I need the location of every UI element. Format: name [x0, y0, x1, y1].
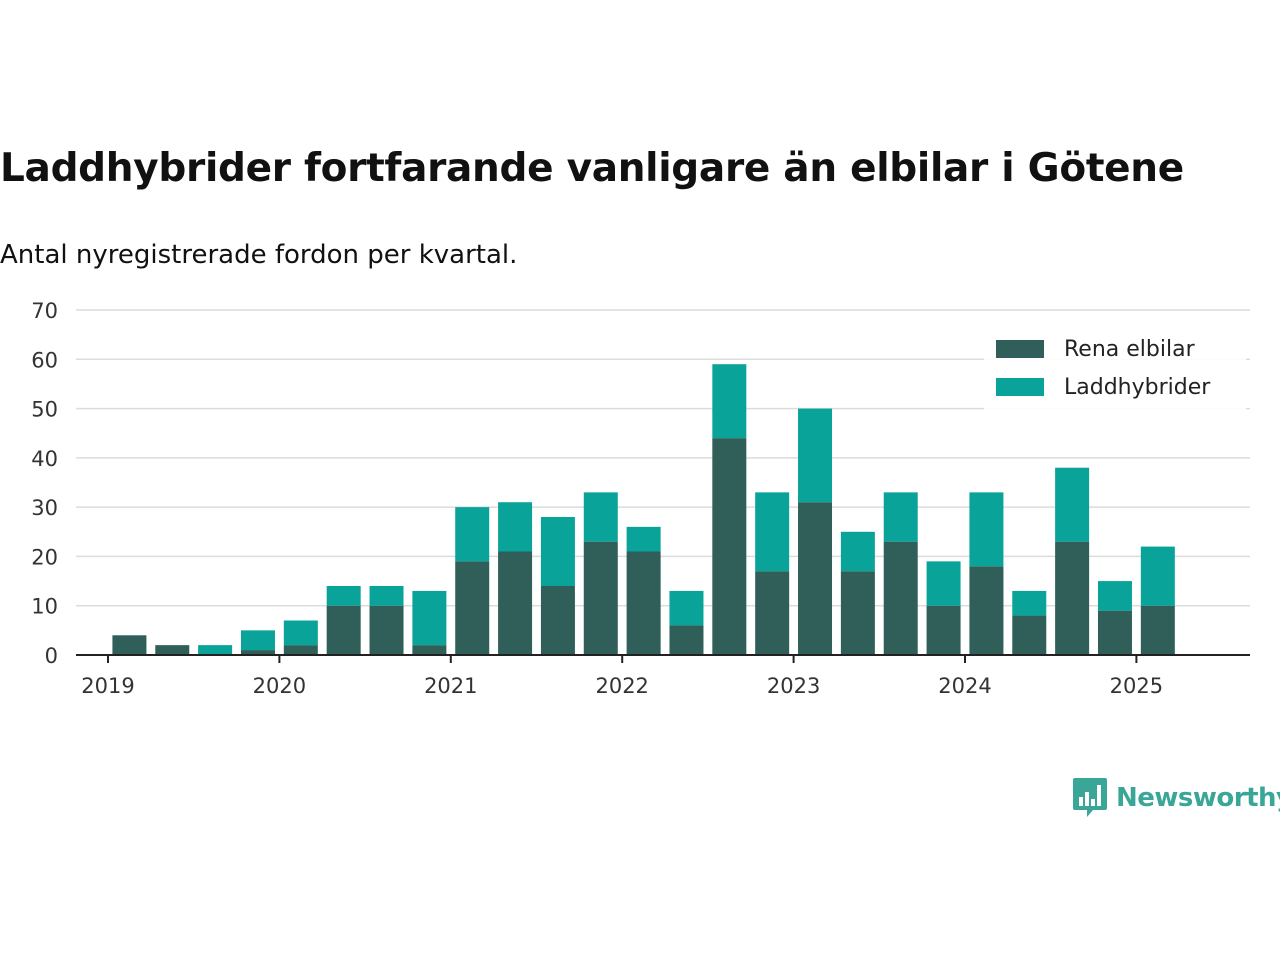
bar-laddhybrider [412, 590, 447, 646]
bar-laddhybrider [540, 517, 575, 586]
bar-rena-elbilar [926, 605, 961, 655]
bar-laddhybrider [583, 492, 618, 542]
bar-rena-elbilar [455, 561, 490, 655]
bar-rena-elbilar [712, 438, 747, 655]
bar-laddhybrider [755, 492, 790, 572]
bar-laddhybrider [712, 364, 747, 439]
bar-laddhybrider [455, 507, 490, 562]
bar-laddhybrider [1055, 467, 1090, 542]
bar-laddhybrider [1012, 590, 1047, 616]
x-tick-label: 2023 [767, 674, 820, 698]
bar-rena-elbilar [626, 551, 661, 655]
bar-rena-elbilar [669, 625, 704, 655]
x-tick-label: 2021 [424, 674, 477, 698]
stacked-bar-chart: 0 10 20 30 40 50 60 70 2019 2020 2021 2022 2023 2024… [31, 299, 1250, 698]
y-tick-label: 0 [45, 644, 58, 668]
bar-laddhybrider [669, 590, 704, 626]
newsworthy-brand: Newsworthy [1072, 776, 1280, 820]
x-tick-label: 2024 [938, 674, 991, 698]
x-tick-label: 2019 [81, 674, 134, 698]
bars [112, 364, 1175, 655]
bar-rena-elbilar [1055, 541, 1090, 655]
bar-rena-elbilar [326, 605, 361, 655]
bar-laddhybrider [240, 630, 275, 651]
bar-laddhybrider [926, 561, 961, 606]
bar-chart-speech-bubble-icon [1073, 778, 1107, 817]
bar-rena-elbilar [755, 571, 790, 655]
legend-swatch [996, 340, 1044, 358]
bar-laddhybrider [798, 408, 833, 503]
legend-label: Rena elbilar [1064, 337, 1196, 362]
x-tick-label: 2020 [253, 674, 306, 698]
chart-title: Laddhybrider fortfarande vanligare än el… [0, 146, 1184, 191]
bar-rena-elbilar [498, 551, 533, 655]
bar-laddhybrider [883, 492, 918, 542]
y-tick-label: 50 [31, 398, 58, 422]
bar-laddhybrider [969, 492, 1004, 567]
bar-rena-elbilar [240, 650, 275, 655]
y-tick-label: 40 [31, 447, 58, 471]
bar-laddhybrider [840, 531, 875, 572]
gridlines [76, 309, 1250, 607]
bar-rena-elbilar [369, 605, 404, 655]
bar-rena-elbilar [540, 586, 575, 655]
bar-laddhybrider [626, 526, 661, 552]
bar-rena-elbilar [1097, 610, 1132, 655]
y-tick-label: 10 [31, 595, 58, 619]
y-tick-label: 70 [31, 299, 58, 323]
brand-name: Newsworthy [1116, 783, 1280, 813]
bar-laddhybrider [1140, 546, 1175, 606]
bar-laddhybrider [326, 586, 361, 606]
bar-rena-elbilar [969, 566, 1004, 655]
bar-rena-elbilar [112, 635, 147, 655]
bar-laddhybrider [369, 586, 404, 606]
bar-rena-elbilar [1012, 615, 1047, 655]
legend: Rena elbilar Laddhybrider [984, 328, 1246, 410]
bar-laddhybrider [283, 620, 318, 646]
bar-rena-elbilar [798, 502, 833, 655]
y-axis-ticks: 0 10 20 30 40 50 60 70 [31, 299, 58, 668]
bar-rena-elbilar [283, 645, 318, 655]
y-tick-label: 30 [31, 496, 58, 520]
x-tick-label: 2025 [1110, 674, 1163, 698]
y-tick-label: 20 [31, 545, 58, 569]
bar-laddhybrider [498, 502, 533, 552]
bar-rena-elbilar [1140, 605, 1175, 655]
x-tick-label: 2022 [595, 674, 648, 698]
bar-rena-elbilar [155, 645, 190, 655]
y-tick-label: 60 [31, 348, 58, 372]
bar-rena-elbilar [883, 541, 918, 655]
legend-swatch [996, 378, 1044, 396]
bar-laddhybrider [198, 645, 233, 655]
bar-laddhybrider [1097, 581, 1132, 611]
bar-rena-elbilar [840, 571, 875, 655]
legend-label: Laddhybrider [1064, 375, 1211, 400]
bar-rena-elbilar [412, 645, 447, 655]
x-axis-ticks: 2019 2020 2021 2022 2023 2024 2025 [81, 655, 1163, 698]
chart-subtitle: Antal nyregistrerade fordon per kvartal. [0, 240, 518, 270]
bar-rena-elbilar [583, 541, 618, 655]
